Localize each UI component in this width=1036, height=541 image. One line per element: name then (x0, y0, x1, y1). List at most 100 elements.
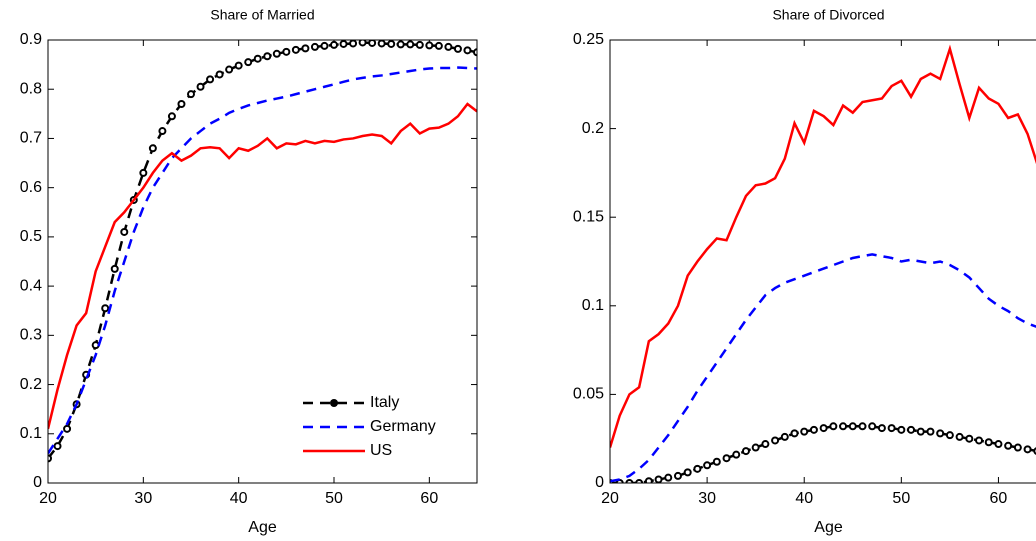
chart-title: Share of Married (210, 7, 314, 23)
point-marker (434, 41, 443, 50)
point-marker (368, 40, 377, 47)
y-tick-label: 0 (595, 474, 604, 491)
y-tick-label: 0.5 (20, 228, 42, 245)
point-marker (654, 475, 663, 483)
point-marker (868, 422, 877, 431)
point-marker (809, 425, 818, 434)
point-marker (291, 45, 300, 54)
x-tick-label: 20 (601, 490, 619, 507)
point-marker (63, 424, 72, 433)
point-marker (339, 40, 348, 48)
plot-area (48, 40, 477, 463)
legend-box (298, 387, 470, 471)
point-marker (177, 99, 186, 108)
point-marker (1013, 443, 1022, 452)
point-marker (819, 424, 828, 433)
y-tick-label: 0.1 (20, 425, 42, 442)
point-marker (425, 41, 434, 50)
point-marker (330, 40, 338, 49)
point-marker (887, 424, 896, 433)
point-marker (693, 464, 702, 473)
x-tick-label: 30 (134, 490, 152, 507)
point-marker (741, 447, 750, 456)
point-marker (48, 454, 52, 463)
y-tick-label: 0.9 (20, 31, 42, 48)
point-marker (120, 227, 129, 236)
point-marker (780, 432, 789, 441)
point-marker (225, 65, 234, 74)
point-marker (463, 46, 472, 55)
point-marker (897, 425, 906, 434)
x-tick-label: 50 (325, 490, 343, 507)
point-marker (358, 40, 367, 47)
x-axis-label: Age (814, 519, 843, 536)
series-line (610, 44, 1036, 448)
point-marker (453, 44, 462, 53)
point-marker (858, 422, 867, 431)
point-marker (877, 424, 886, 433)
legend-label: US (370, 442, 392, 459)
legend: Italy Germany US (298, 387, 470, 471)
point-marker (244, 58, 253, 67)
point-marker (771, 436, 780, 445)
y-tick-label: 0.2 (582, 120, 604, 137)
point-marker (848, 422, 857, 431)
y-tick-label: 0.05 (573, 386, 604, 403)
point-marker (916, 427, 925, 436)
point-marker (444, 42, 453, 51)
point-marker (712, 457, 721, 466)
y-tick-label: 0.6 (20, 179, 42, 196)
y-tick-label: 0.7 (20, 130, 42, 147)
point-marker (139, 168, 148, 177)
point-marker (673, 471, 682, 480)
point-marker (415, 40, 424, 49)
x-axis-label: Age (248, 519, 277, 536)
point-marker (301, 44, 310, 53)
y-tick-label: 0.4 (20, 277, 42, 294)
point-marker (936, 429, 945, 438)
y-tick-label: 0.3 (20, 327, 42, 344)
series-line (610, 253, 1036, 483)
point-marker (790, 429, 799, 438)
point-marker (148, 144, 157, 153)
point-marker (751, 443, 760, 452)
point-marker (829, 422, 838, 431)
point-marker (703, 461, 712, 470)
point-marker (625, 479, 634, 483)
point-marker (282, 47, 291, 56)
point-marker (387, 40, 396, 48)
point-marker (635, 479, 644, 483)
point-marker (907, 425, 916, 434)
point-marker (994, 440, 1003, 449)
point-marker (945, 431, 954, 440)
point-marker (955, 432, 964, 441)
chart: Share of Divorced Age 20 30 40 50 60 0 0.05 0.1 0.… (573, 7, 1036, 536)
point-marker (396, 40, 405, 49)
y-tick-label: 0.25 (573, 31, 604, 48)
point-marker (732, 450, 741, 459)
point-marker (272, 49, 281, 58)
point-marker (839, 422, 848, 431)
point-marker (926, 427, 935, 436)
point-marker (206, 75, 215, 84)
point-marker (215, 70, 224, 79)
point-marker (158, 127, 167, 136)
y-tick-label: 0.8 (20, 80, 42, 97)
x-tick-label: 20 (39, 490, 57, 507)
y-tick-label: 0.2 (20, 376, 42, 393)
axes-frame (47, 39, 478, 484)
x-tick-label: 60 (990, 490, 1008, 507)
point-marker (984, 438, 993, 447)
legend-marker (330, 399, 338, 407)
point-marker (187, 90, 195, 99)
y-tick-label: 0.1 (582, 297, 604, 314)
point-marker (644, 477, 653, 483)
series-line (48, 66, 477, 455)
series-line (48, 41, 477, 460)
point-marker (800, 427, 809, 436)
point-marker (53, 442, 62, 451)
series-line (48, 102, 477, 430)
point-marker (761, 440, 770, 449)
y-tick-label: 0 (33, 474, 42, 491)
